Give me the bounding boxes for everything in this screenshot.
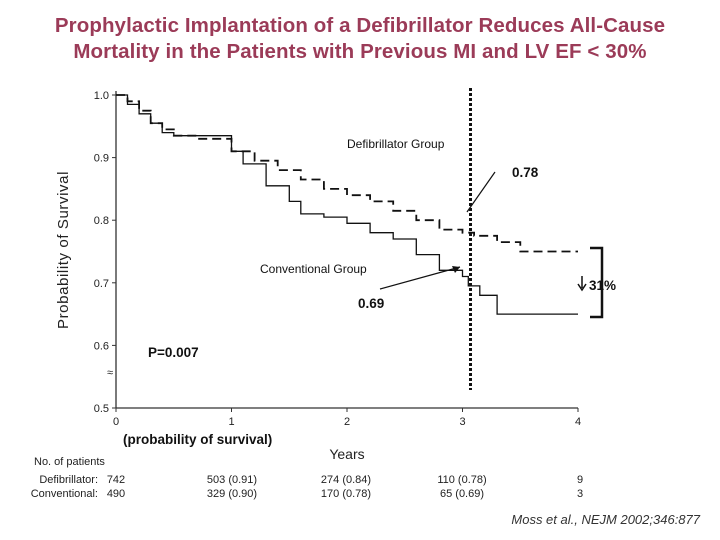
conventional-arrowhead [452, 266, 460, 273]
x-tick-label: 3 [459, 416, 465, 428]
risk-cell: 170 (0.78) [321, 488, 371, 500]
y-tick-label: 1.0 [94, 90, 109, 102]
risk-table-subheader: (probability of survival) [123, 432, 272, 447]
risk-cell: 329 (0.90) [207, 488, 257, 500]
risk-table-header: No. of patients [34, 456, 105, 468]
x-axis-label: Years [329, 446, 364, 462]
down-arrow-icon [577, 276, 587, 292]
defibrillator-arrow [466, 171, 496, 213]
risk-cell: 3 [577, 488, 583, 500]
y-tick-label: 0.6 [94, 340, 109, 352]
p-value-label: P=0.007 [148, 345, 199, 360]
risk-cell: 490 [107, 488, 125, 500]
conventional-arrow [379, 266, 461, 290]
mortality-reduction-label: 31% [589, 278, 616, 293]
conventional-value-label: 0.69 [358, 296, 384, 311]
annotation-layer: Defibrillator Group Conventional Group 0.7… [148, 88, 616, 390]
x-tick-label: 4 [575, 416, 581, 428]
x-tick-label: 0 [113, 416, 119, 428]
conventional-group-label: Conventional Group [260, 262, 367, 276]
defibrillator-curve [116, 94, 578, 253]
y-tick-label: 0.5 [94, 403, 109, 415]
risk-cell: 742 [107, 474, 125, 486]
risk-table: (probability of survival) No. of patients… [31, 432, 583, 500]
y-tick-label: 0.8 [94, 215, 109, 227]
defibrillator-group-label: Defibrillator Group [347, 137, 445, 151]
x-tick-label: 2 [344, 416, 350, 428]
risk-cell: 503 (0.91) [207, 474, 257, 486]
reduction-bracket [590, 246, 604, 319]
y-tick-label: 0.7 [94, 278, 109, 290]
citation: Moss et al., NEJM 2002;346:877 [511, 512, 700, 527]
risk-cell: 65 (0.69) [440, 488, 484, 500]
axes: 0.5 0.6 0.7 0.8 0.9 1.0 ≈0 1 2 3 4 Years Probability… [55, 90, 581, 462]
conventional-curve [116, 94, 578, 315]
risk-cell: 110 (0.78) [437, 474, 486, 486]
defibrillator-value-label: 0.78 [512, 165, 539, 180]
chart-title-line1: Prophylactic Implantation of a Defibrill… [54, 14, 666, 37]
series-layer [116, 94, 578, 315]
axis-break-mark: ≈ [107, 367, 113, 379]
y-tick-label: 0.9 [94, 153, 109, 165]
risk-row-label: Defibrillator: [39, 474, 98, 486]
x-tick-label: 1 [228, 416, 234, 428]
y-axis-label: Probability of Survival [55, 171, 72, 329]
chart-title-line2: Mortality in the Patients with Previous … [73, 40, 647, 63]
risk-row-label: Conventional: [31, 488, 98, 500]
risk-cell: 9 [577, 474, 583, 486]
risk-cell: 274 (0.84) [321, 474, 371, 486]
